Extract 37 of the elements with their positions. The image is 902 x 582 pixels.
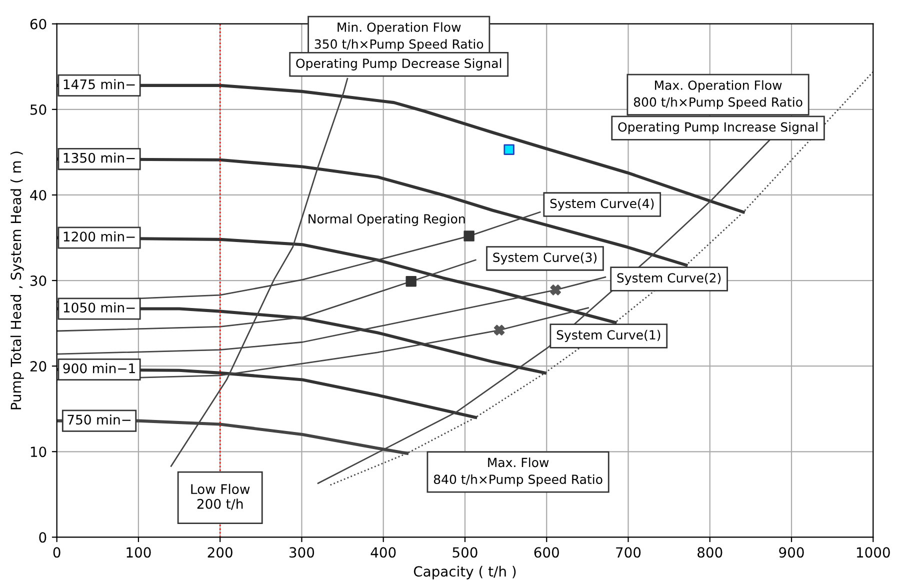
series-label: 900 min−1 — [63, 363, 135, 374]
y-tick-label: 60 — [30, 18, 46, 30]
x-tick-label: 400 — [370, 547, 396, 558]
x-tick-label: 800 — [698, 547, 722, 558]
annotation: Operating Pump Decrease Signal — [296, 58, 502, 70]
annotation: System Curve(4) — [550, 198, 654, 211]
x-tick-label: 600 — [534, 547, 559, 558]
y-tick-label: 40 — [30, 190, 46, 200]
x-tick-label: 1000 — [856, 547, 890, 558]
series-label: 1350 min− — [64, 152, 135, 163]
y-tick-label: 20 — [30, 361, 46, 372]
series-label: 1200 min− — [64, 231, 135, 242]
x-axis-title: Capacity ( t/h ) — [414, 566, 516, 580]
y-tick-label: 50 — [30, 104, 46, 115]
x-tick-label: 100 — [126, 547, 151, 558]
ref-line-label: Low Flow 200 t/h — [191, 484, 250, 510]
x-tick-label: 700 — [616, 547, 641, 558]
x-tick-label: 900 — [779, 547, 804, 558]
annotation: Operating Pump Increase Signal — [618, 122, 818, 134]
x-tick-label: 200 — [208, 547, 232, 558]
series-label: 1475 min− — [64, 79, 135, 90]
y-axis-title: Pump Total Head , System Head ( m ) — [10, 152, 24, 410]
x-tick-label: 300 — [290, 547, 314, 558]
x-tick-label: 0 — [53, 547, 60, 558]
x-tick-label: 500 — [452, 547, 478, 558]
annotation: System Curve(1) — [556, 330, 660, 342]
annotation: Max. Flow 840 t/h×Pump Speed Ratio — [434, 458, 602, 486]
series-label: 1050 min− — [64, 302, 135, 313]
annotation: System Curve(2) — [617, 272, 721, 286]
y-tick-label: 10 — [30, 446, 46, 458]
y-tick-label: 30 — [30, 275, 46, 286]
annotation: Min. Operation Flow 350 t/h×Pump Speed Ratio — [314, 22, 484, 52]
annotation: System Curve(3) — [493, 252, 596, 264]
annotation: Max. Operation Flow 800 t/h×Pump Speed Ratio — [634, 80, 802, 110]
annotation: Normal Operating Region — [308, 214, 465, 226]
series-label: 750 min− — [68, 414, 131, 425]
y-tick-label: 0 — [39, 532, 46, 543]
